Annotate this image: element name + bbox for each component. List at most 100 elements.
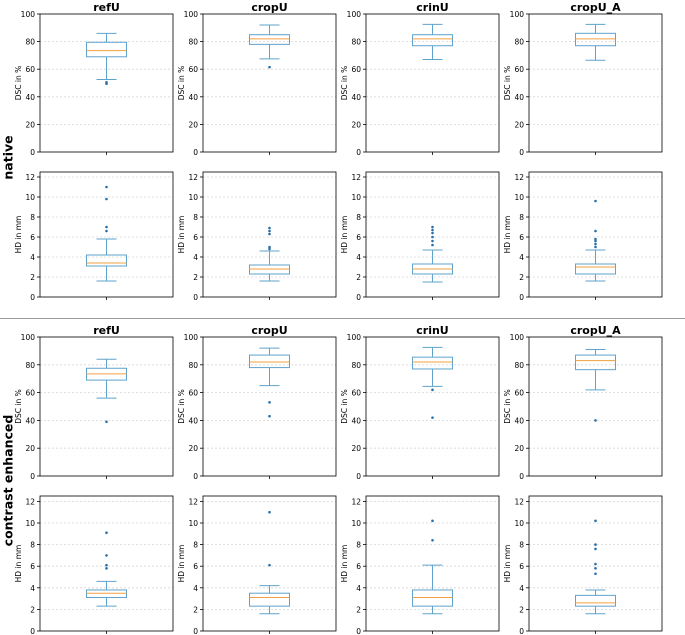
y-tick-label: 8: [30, 541, 35, 550]
y-tick-label: 80: [351, 361, 361, 370]
axes-frame: [39, 336, 174, 477]
y-tick-label: 0: [30, 627, 35, 635]
flier-point: [431, 538, 434, 542]
iqr-box: [86, 589, 127, 599]
y-tick-label: 6: [30, 233, 35, 242]
y-tick-label: 20: [351, 444, 361, 453]
iqr-box: [249, 354, 290, 369]
y-axis-label: DSC in %: [503, 66, 512, 101]
y-tick-label: 100: [184, 10, 199, 19]
flier-point: [431, 519, 434, 523]
y-axis-label: HD in mm: [503, 216, 512, 254]
flier-point: [594, 229, 597, 233]
row-label-contrast-enhanced: contrast enhanced: [0, 414, 16, 546]
y-tick-label: 10: [25, 193, 35, 202]
y-tick-label: 100: [347, 333, 362, 342]
flier-point: [268, 510, 271, 514]
panel-title: cropU_A: [570, 324, 621, 337]
panel-10: 0 20 40 60 80 100 DSC in % crinU: [340, 324, 500, 481]
panel-9: 0 20 40 60 80 100 DSC in % cropU: [177, 324, 337, 481]
panel-13: 0 2 4 6 8 10 12 HD in mm: [177, 495, 337, 635]
y-tick-label: 100: [21, 10, 36, 19]
y-tick-label: 0: [193, 472, 198, 481]
y-tick-label: 0: [356, 148, 361, 157]
y-tick-label: 10: [188, 193, 198, 202]
y-tick-label: 0: [356, 472, 361, 481]
iqr-box: [412, 34, 453, 47]
y-tick-label: 20: [514, 120, 524, 129]
flier-point: [105, 563, 108, 567]
row-divider: [0, 318, 685, 319]
panel-7: 0 2 4 6 8 10 12 HD in mm: [503, 171, 663, 302]
y-axis-label: DSC in %: [340, 66, 349, 101]
y-tick-label: 10: [351, 519, 361, 528]
y-tick-label: 6: [30, 562, 35, 571]
y-tick-label: 60: [188, 65, 198, 74]
flier-point: [268, 65, 271, 69]
y-tick-label: 0: [519, 293, 524, 302]
y-tick-label: 6: [193, 562, 198, 571]
y-axis-label: HD in mm: [340, 545, 349, 583]
y-tick-label: 12: [25, 173, 35, 182]
flier-point: [105, 185, 108, 189]
y-tick-label: 10: [25, 519, 35, 528]
y-tick-label: 8: [193, 541, 198, 550]
y-tick-label: 8: [30, 213, 35, 222]
iqr-box: [249, 592, 290, 607]
y-tick-label: 60: [514, 389, 524, 398]
y-tick-label: 80: [351, 38, 361, 47]
panel-title: refU: [93, 324, 120, 337]
y-axis-label: DSC in %: [177, 66, 186, 101]
y-tick-label: 0: [193, 627, 198, 635]
flier-point: [105, 197, 108, 201]
flier-point: [105, 531, 108, 535]
panel-12: 0 2 4 6 8 10 12 HD in mm: [14, 495, 174, 635]
flier-point: [268, 247, 271, 251]
y-tick-label: 60: [25, 65, 35, 74]
y-tick-label: 40: [188, 93, 198, 102]
y-tick-label: 0: [30, 148, 35, 157]
y-tick-label: 40: [514, 416, 524, 425]
y-tick-label: 8: [193, 213, 198, 222]
y-tick-label: 60: [514, 65, 524, 74]
y-tick-label: 4: [356, 584, 361, 593]
y-tick-label: 100: [347, 10, 362, 19]
iqr-box: [249, 34, 290, 45]
y-tick-label: 20: [25, 444, 35, 453]
y-tick-label: 60: [351, 65, 361, 74]
panel-0: 0 20 40 60 80 100 DSC in % refU: [14, 1, 174, 157]
y-tick-label: 12: [514, 497, 524, 506]
y-tick-label: 8: [356, 541, 361, 550]
y-tick-label: 8: [519, 213, 524, 222]
y-tick-label: 80: [188, 361, 198, 370]
flier-point: [105, 225, 108, 229]
y-tick-label: 4: [519, 253, 524, 262]
flier-point: [431, 239, 434, 243]
y-tick-label: 60: [25, 389, 35, 398]
panel-4: 0 2 4 6 8 10 12 HD in mm: [14, 171, 174, 302]
flier-point: [268, 232, 271, 236]
iqr-box: [412, 356, 453, 370]
flier-point: [594, 419, 597, 422]
y-tick-label: 10: [188, 519, 198, 528]
panel-1: 0 20 40 60 80 100 DSC in % cropU: [177, 1, 337, 157]
y-tick-label: 20: [25, 120, 35, 129]
panel-2: 0 20 40 60 80 100 DSC in % crinU: [340, 1, 500, 157]
panel-title: cropU: [251, 324, 287, 337]
y-axis-label: HD in mm: [340, 216, 349, 254]
flier-point: [431, 243, 434, 247]
y-tick-label: 40: [514, 93, 524, 102]
y-tick-label: 0: [30, 472, 35, 481]
y-tick-label: 0: [519, 627, 524, 635]
flier-point: [268, 401, 271, 404]
flier-point: [431, 228, 434, 232]
y-tick-label: 80: [514, 361, 524, 370]
y-tick-label: 12: [188, 173, 198, 182]
axes-frame: [528, 13, 663, 153]
y-tick-label: 80: [25, 361, 35, 370]
y-tick-label: 2: [193, 605, 198, 614]
flier-point: [105, 420, 108, 424]
flier-point: [268, 414, 271, 418]
y-axis-label: DSC in %: [14, 389, 23, 424]
flier-point: [105, 554, 108, 557]
